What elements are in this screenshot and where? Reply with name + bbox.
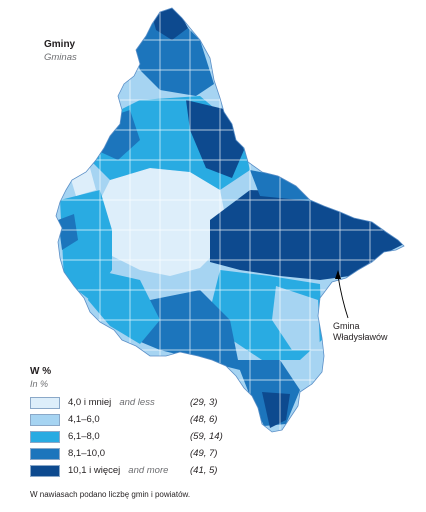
legend-label-pl: 8,1–10,0 [68,448,105,459]
legend-swatch [30,414,60,426]
legend-label: 4,1–6,0 [68,414,100,425]
legend-swatch [30,431,60,443]
callout-line-2: Władysławów [333,332,388,342]
legend-label-pl: 4,1–6,0 [68,414,100,425]
legend-item: 6,1–8,0 (59, 14) [30,431,230,445]
legend-item: 4,1–6,0 (48, 6) [30,414,230,428]
gmina-callout: Gmina Władysławów [333,321,388,343]
legend-item: 8,1–10,0 (49, 7) [30,448,230,462]
legend-item: 10,1 i więcej and more (41, 5) [30,465,230,479]
legend-label-pl: 6,1–8,0 [68,431,100,442]
legend-swatch [30,397,60,409]
legend-title: W % [30,366,52,377]
legend-label-pl: 4,0 i mniej [68,397,112,408]
footnote: W nawiasach podano liczbę gmin i powiató… [30,490,191,499]
legend-subtitle: In % [30,379,49,389]
legend-label-en: and more [128,465,169,476]
legend-label: 8,1–10,0 [68,448,105,459]
legend-label: 10,1 i więcej and more [68,465,168,476]
callout-line-1: Gmina [333,321,360,331]
legend-count: (41, 5) [190,465,218,476]
legend-item: 4,0 i mniej and less (29, 3) [30,397,230,411]
legend-swatch [30,448,60,460]
map-subtitle: Gminas [44,52,77,63]
legend-count: (59, 14) [190,431,223,442]
legend-label: 4,0 i mniej and less [68,397,155,408]
legend-swatch [30,465,60,477]
legend-label-pl: 10,1 i więcej [68,465,121,476]
legend-count: (49, 7) [190,448,218,459]
callout-arrow [337,275,349,319]
legend-label: 6,1–8,0 [68,431,100,442]
legend-count: (48, 6) [190,414,218,425]
legend-count: (29, 3) [190,397,218,408]
map-title: Gminy [44,39,76,50]
legend-label-en: and less [119,397,155,408]
